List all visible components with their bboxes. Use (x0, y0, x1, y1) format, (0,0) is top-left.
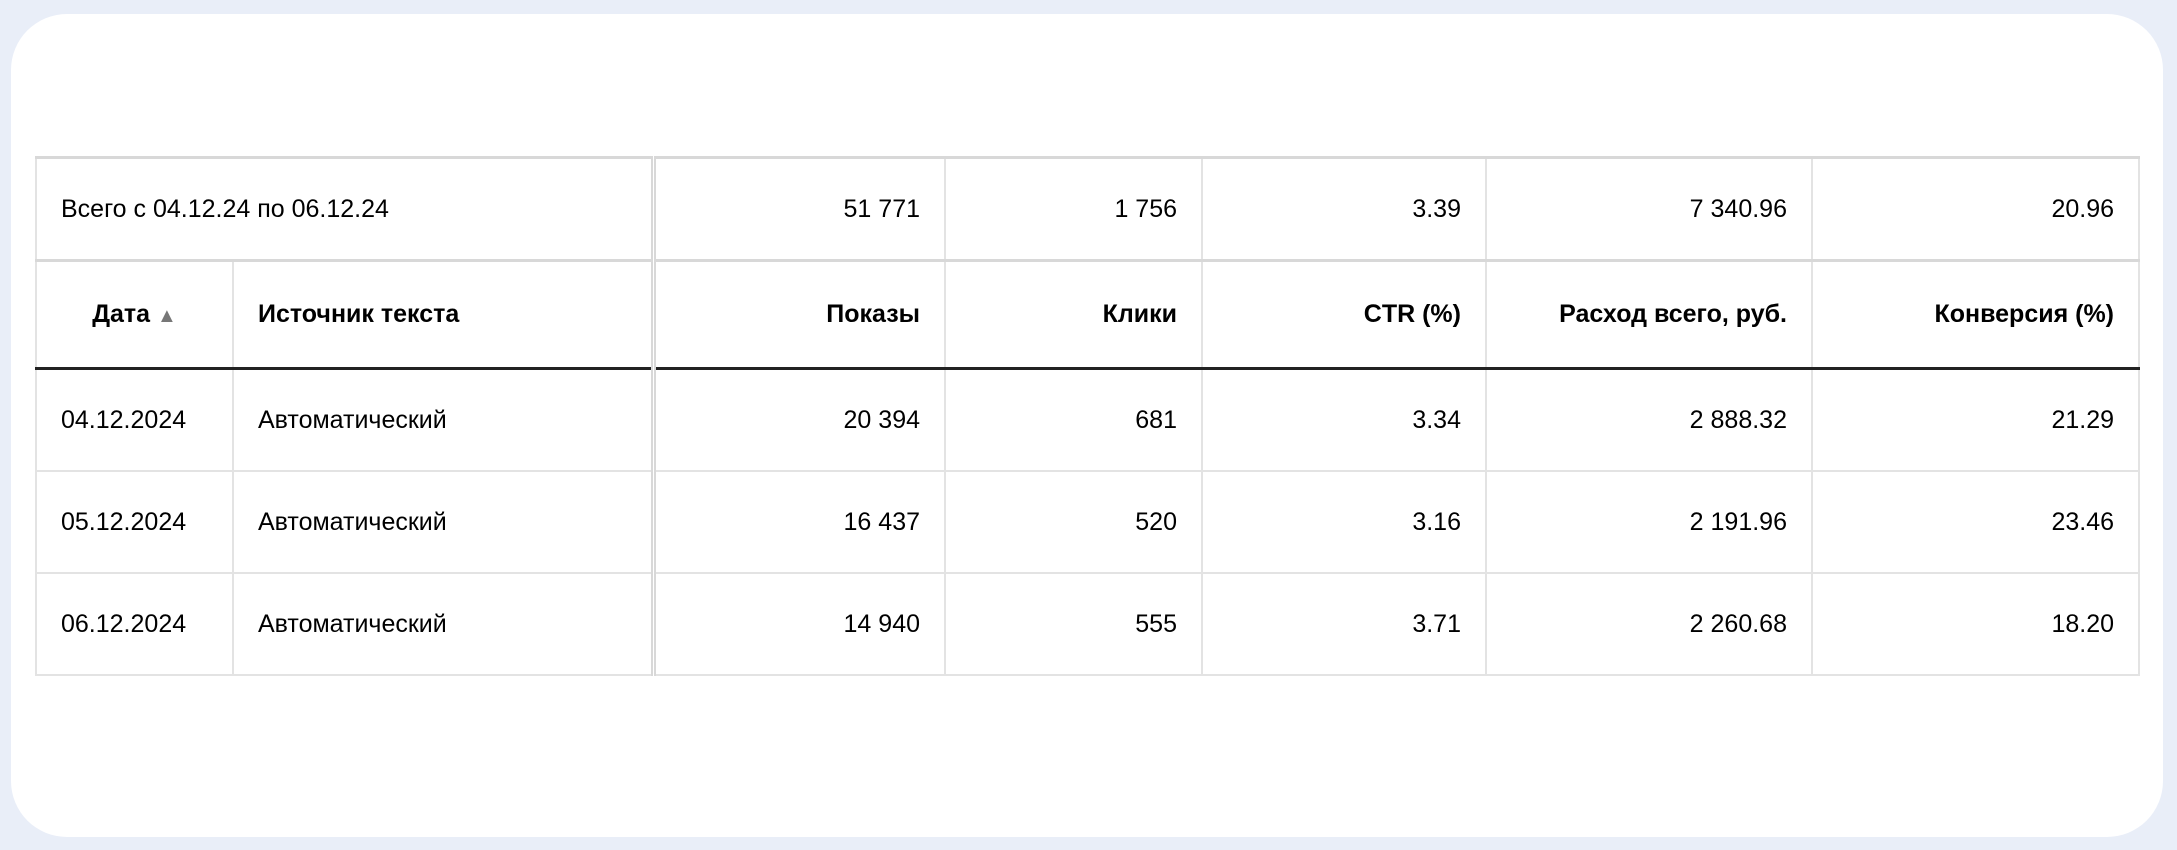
cell-clicks: 681 (944, 367, 1203, 472)
cell-ctr: 3.34 (1201, 367, 1487, 472)
column-header-source[interactable]: Источник текста (232, 259, 656, 370)
cell-cost: 2 191.96 (1485, 470, 1813, 574)
header-row: Дата ▲ Источник текста Показы Клики CTR … (35, 259, 2140, 370)
table-row: 06.12.2024 Автоматический 14 940 555 3.7… (35, 572, 2140, 676)
column-header-conversion[interactable]: Конверсия (%) (1811, 259, 2140, 370)
summary-clicks: 1 756 (944, 156, 1203, 262)
column-header-ctr[interactable]: CTR (%) (1201, 259, 1487, 370)
cell-clicks: 555 (944, 572, 1203, 676)
table-row: 04.12.2024 Автоматический 20 394 681 3.3… (35, 367, 2140, 472)
cell-cost: 2 888.32 (1485, 367, 1813, 472)
summary-cost: 7 340.96 (1485, 156, 1813, 262)
column-header-cost[interactable]: Расход всего, руб. (1485, 259, 1813, 370)
cell-source: Автоматический (232, 367, 656, 472)
summary-impressions: 51 771 (652, 156, 946, 262)
cell-date: 04.12.2024 (35, 367, 234, 472)
cell-impressions: 14 940 (652, 572, 946, 676)
cell-impressions: 16 437 (652, 470, 946, 574)
cell-cost: 2 260.68 (1485, 572, 1813, 676)
cell-source: Автоматический (232, 470, 656, 574)
cell-impressions: 20 394 (652, 367, 946, 472)
summary-row: Всего с 04.12.24 по 06.12.24 51 771 1 75… (35, 156, 2140, 262)
cell-conversion: 23.46 (1811, 470, 2140, 574)
cell-conversion: 18.20 (1811, 572, 2140, 676)
column-header-impressions[interactable]: Показы (652, 259, 946, 370)
summary-ctr: 3.39 (1201, 156, 1487, 262)
table-row: 05.12.2024 Автоматический 16 437 520 3.1… (35, 470, 2140, 574)
cell-source: Автоматический (232, 572, 656, 676)
cell-date: 06.12.2024 (35, 572, 234, 676)
column-header-date[interactable]: Дата ▲ (35, 259, 234, 370)
summary-conversion: 20.96 (1811, 156, 2140, 262)
column-header-clicks[interactable]: Клики (944, 259, 1203, 370)
cell-date: 05.12.2024 (35, 470, 234, 574)
cell-ctr: 3.16 (1201, 470, 1487, 574)
sort-ascending-icon: ▲ (157, 305, 177, 327)
stats-table: Всего с 04.12.24 по 06.12.24 51 771 1 75… (35, 156, 2140, 676)
cell-conversion: 21.29 (1811, 367, 2140, 472)
cell-ctr: 3.71 (1201, 572, 1487, 676)
summary-label: Всего с 04.12.24 по 06.12.24 (35, 156, 656, 262)
cell-clicks: 520 (944, 470, 1203, 574)
